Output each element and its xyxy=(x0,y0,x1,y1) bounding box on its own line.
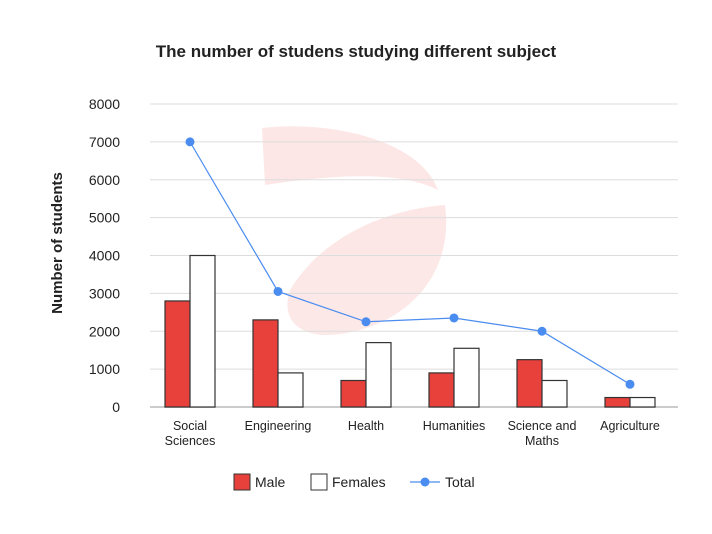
bar-females xyxy=(541,379,568,408)
point-total xyxy=(361,317,371,327)
x-tick-label: Health xyxy=(348,419,384,433)
x-tick-label: Engineering xyxy=(245,419,312,433)
bar-male xyxy=(428,372,455,408)
x-tick-label: Humanities xyxy=(423,419,486,433)
y-tick-label: 4000 xyxy=(89,248,120,264)
point-total xyxy=(449,313,459,323)
bar-male xyxy=(252,319,279,408)
legend-marker-total xyxy=(420,477,430,487)
watermark-logo xyxy=(262,126,447,336)
chart-title: The number of studens studying different… xyxy=(156,42,557,61)
y-tick-label: 2000 xyxy=(89,323,120,339)
x-tick-label: Sciences xyxy=(165,434,216,448)
y-tick-label: 0 xyxy=(112,399,120,415)
y-tick-label: 6000 xyxy=(89,172,120,188)
point-total xyxy=(625,379,635,389)
bar-females xyxy=(365,342,392,408)
point-total xyxy=(185,137,195,147)
bar-females xyxy=(189,254,216,408)
bar-male xyxy=(516,359,543,408)
bar-females xyxy=(277,372,304,408)
x-tick-label: Agriculture xyxy=(600,419,660,433)
x-tick-label: Maths xyxy=(525,434,559,448)
y-tick-label: 5000 xyxy=(89,210,120,226)
legend-label-females: Females xyxy=(332,474,386,490)
line-total xyxy=(189,141,631,385)
bar-females xyxy=(629,396,656,408)
y-tick-label: 1000 xyxy=(89,361,120,377)
point-total xyxy=(273,286,283,296)
x-tick-label: Science and xyxy=(508,419,577,433)
point-total xyxy=(537,326,547,336)
bar-male xyxy=(164,300,191,408)
bar-male xyxy=(340,379,367,408)
legend-label-male: Male xyxy=(255,474,286,490)
y-tick-label: 3000 xyxy=(89,285,120,301)
y-tick-label: 7000 xyxy=(89,134,120,150)
y-axis-label: Number of students xyxy=(49,172,66,314)
y-tick-label: 8000 xyxy=(89,96,120,112)
legend-swatch-male xyxy=(233,473,251,491)
bar-male xyxy=(604,396,631,408)
legend-swatch-females xyxy=(310,473,328,491)
x-tick-label: Social xyxy=(173,419,207,433)
legend-label-total: Total xyxy=(445,474,475,490)
bar-females xyxy=(453,347,480,408)
